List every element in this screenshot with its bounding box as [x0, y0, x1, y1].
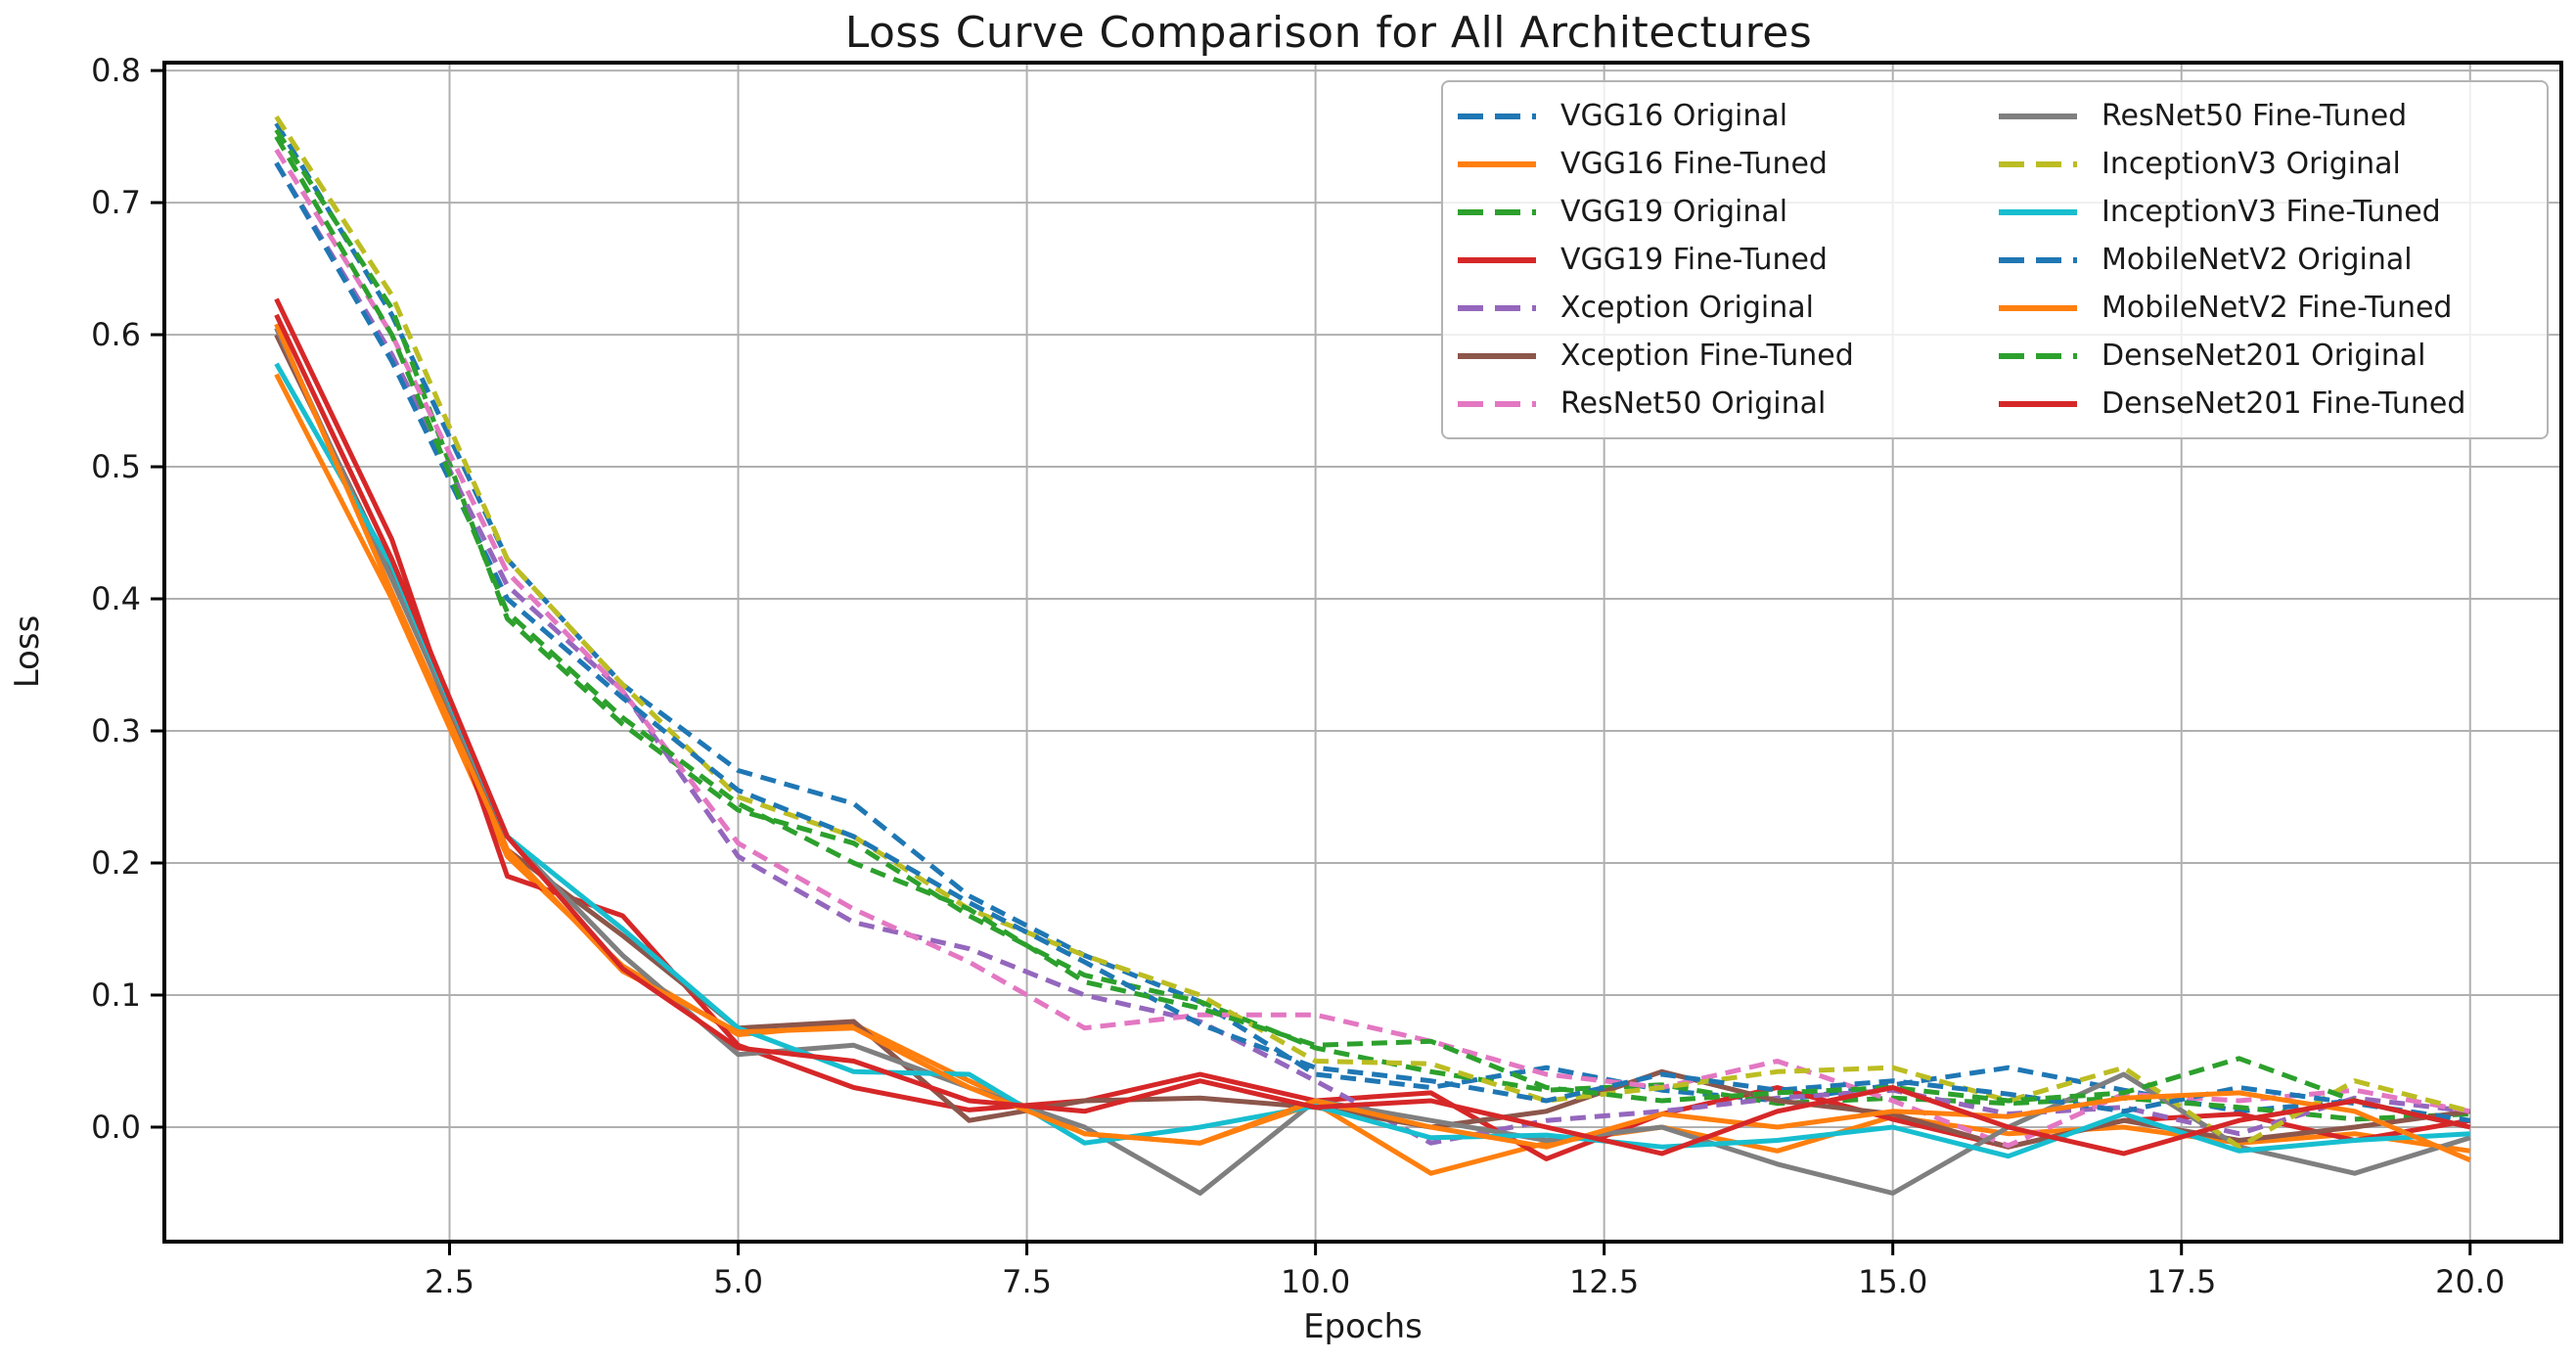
legend-item-mobilenetv2-original: MobileNetV2 Original	[1998, 236, 2529, 284]
legend-label: VGG19 Fine-Tuned	[1560, 243, 1828, 277]
legend-key-line	[1458, 113, 1536, 119]
legend-label: Xception Original	[1560, 291, 1814, 325]
legend-key-line	[1458, 352, 1536, 359]
legend-key-line	[1999, 256, 2077, 263]
y-tick-label: 0.5	[91, 448, 141, 485]
y-axis-label: Loss	[8, 614, 47, 689]
legend-label: Xception Fine-Tuned	[1560, 339, 1854, 373]
legend-item-vgg16-original: VGG16 Original	[1457, 92, 1988, 140]
legend: VGG16 Original VGG16 Fine-Tuned VGG19 Orig…	[1441, 80, 2549, 439]
legend-key-line	[1999, 304, 2077, 311]
legend-item-resnet50-fine-tuned: ResNet50 Fine-Tuned	[1998, 92, 2529, 140]
legend-key-line	[1458, 400, 1536, 407]
legend-label: ResNet50 Fine-Tuned	[2101, 99, 2408, 133]
legend-key-line	[1999, 160, 2077, 167]
legend-item-xception-fine-tuned: Xception Fine-Tuned	[1457, 332, 1988, 380]
x-tick-label: 15.0	[1858, 1263, 1927, 1300]
x-tick-label: 7.5	[1002, 1263, 1052, 1300]
y-tick-label: 0.0	[91, 1109, 141, 1146]
y-tick-label: 0.6	[91, 316, 141, 353]
legend-item-densenet201-original: DenseNet201 Original	[1998, 332, 2529, 380]
legend-key-line	[1458, 304, 1536, 311]
legend-item-densenet201-fine-tuned: DenseNet201 Fine-Tuned	[1998, 380, 2529, 428]
legend-item-vgg19-fine-tuned: VGG19 Fine-Tuned	[1457, 236, 1988, 284]
y-tick-label: 0.3	[91, 712, 141, 749]
series-line-vgg16-original	[274, 121, 2471, 1130]
legend-key-line	[1458, 208, 1536, 215]
series-line-vgg19-original	[274, 128, 2470, 1122]
legend-item-xception-original: Xception Original	[1457, 284, 1988, 332]
x-tick-label: 17.5	[2147, 1263, 2216, 1300]
legend-label: DenseNet201 Original	[2101, 339, 2426, 373]
series-line-resnet50-fine-tuned	[274, 327, 2471, 1196]
legend-label: VGG16 Fine-Tuned	[1560, 147, 1828, 181]
legend-label: VGG19 Original	[1560, 195, 1788, 229]
legend-item-mobilenetv2-fine-tuned: MobileNetV2 Fine-Tuned	[1998, 284, 2529, 332]
legend-label: InceptionV3 Original	[2101, 147, 2401, 181]
series-line-vgg16-fine-tuned	[274, 373, 2471, 1176]
x-tick-label: 10.0	[1281, 1263, 1350, 1300]
y-tick-label: 0.1	[91, 976, 141, 1014]
plot-border	[162, 61, 2563, 1244]
y-tick-label: 0.7	[91, 184, 141, 221]
x-axis-label: Epochs	[1303, 1307, 1423, 1346]
legend-label: MobileNetV2 Fine-Tuned	[2101, 291, 2453, 325]
series-line-inceptionv3-fine-tuned	[274, 362, 2470, 1159]
x-tick-label: 5.0	[713, 1263, 763, 1300]
series-line-xception-fine-tuned	[274, 334, 2471, 1150]
y-tick-label: 0.8	[91, 52, 141, 89]
legend-key-line	[1999, 208, 2077, 215]
chart-title: Loss Curve Comparison for All Architectu…	[844, 8, 1813, 58]
y-tick-label: 0.4	[91, 580, 141, 617]
legend-item-inceptionv3-fine-tuned: InceptionV3 Fine-Tuned	[1998, 188, 2529, 236]
series-line-densenet201-fine-tuned	[274, 313, 2471, 1157]
y-tick-label: 0.2	[91, 844, 141, 882]
legend-label: ResNet50 Original	[1560, 386, 1827, 421]
series-line-mobilenetv2-fine-tuned	[274, 323, 2471, 1163]
series-line-mobilenetv2-original	[274, 161, 2471, 1123]
legend-key-line	[1458, 256, 1536, 263]
series-line-densenet201-original	[274, 135, 2471, 1130]
x-tick-label: 12.5	[1569, 1263, 1639, 1300]
legend-label: VGG16 Original	[1560, 99, 1788, 133]
legend-item-resnet50-original: ResNet50 Original	[1457, 380, 1988, 428]
legend-key-line	[1999, 400, 2077, 407]
legend-key-line	[1999, 113, 2077, 119]
x-tick-label: 2.5	[425, 1263, 475, 1300]
legend-label: MobileNetV2 Original	[2101, 243, 2413, 277]
legend-item-vgg16-fine-tuned: VGG16 Fine-Tuned	[1457, 140, 1988, 188]
legend-key-line	[1999, 352, 2077, 359]
legend-key-line	[1458, 160, 1536, 167]
legend-item-inceptionv3-original: InceptionV3 Original	[1998, 140, 2529, 188]
x-tick-label: 20.0	[2435, 1263, 2505, 1300]
legend-label: InceptionV3 Fine-Tuned	[2101, 195, 2441, 229]
legend-item-vgg19-original: VGG19 Original	[1457, 188, 1988, 236]
legend-label: DenseNet201 Fine-Tuned	[2101, 386, 2466, 421]
series-line-inceptionv3-original	[274, 114, 2471, 1150]
